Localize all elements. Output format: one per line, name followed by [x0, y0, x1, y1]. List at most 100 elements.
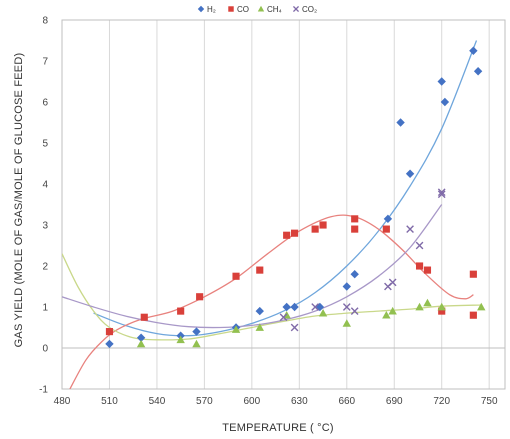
- data-point: [232, 272, 240, 280]
- x-stroke: [290, 323, 299, 332]
- data-point: [437, 188, 446, 197]
- y-tick-label: 0: [42, 344, 48, 355]
- x-tick-label: 540: [149, 396, 166, 407]
- data-point: [350, 307, 359, 315]
- plot-border: [61, 19, 506, 390]
- data-point: [477, 302, 486, 311]
- x-tick-label: 660: [338, 396, 355, 407]
- x-stroke: [311, 303, 319, 311]
- x-tick-label: 630: [291, 396, 308, 407]
- trendline: [93, 40, 478, 337]
- data-point: [351, 215, 359, 223]
- x-tick-label: 600: [244, 396, 261, 407]
- data-point: [290, 302, 299, 312]
- data-point: [469, 46, 478, 55]
- trendline-layer: [62, 40, 482, 389]
- data-point: [405, 169, 415, 178]
- data-point: [440, 97, 450, 107]
- data-point: [396, 118, 405, 127]
- marker-layer: [105, 46, 486, 349]
- x-tick-label: 510: [101, 396, 118, 407]
- data-point: [318, 308, 328, 317]
- y-tick-label: 8: [42, 16, 48, 27]
- data-point: [192, 327, 201, 336]
- x-stroke: [437, 188, 446, 197]
- data-point: [351, 225, 359, 233]
- data-point: [105, 328, 114, 336]
- y-tick-label: -1: [39, 385, 48, 396]
- data-point: [423, 298, 432, 307]
- x-tick-label: 720: [433, 396, 450, 407]
- data-point: [437, 302, 446, 311]
- data-point: [256, 266, 264, 274]
- data-point: [342, 282, 351, 291]
- data-point: [177, 307, 185, 315]
- data-point: [105, 339, 114, 349]
- data-point: [136, 339, 146, 348]
- axis-layer: 480 510 540 570 600 630 660 690 720 750 -1 0 1 2 3 4 5 6 7…: [39, 16, 506, 407]
- data-point: [192, 339, 201, 348]
- data-point: [388, 278, 397, 287]
- data-point: [415, 262, 424, 270]
- data-point: [438, 307, 446, 315]
- x-stroke: [350, 307, 359, 315]
- data-point: [388, 306, 397, 315]
- y-tick-label: 1: [42, 303, 48, 314]
- legend-marker: [228, 6, 234, 12]
- trendline: [62, 204, 443, 329]
- y-axis-title: GAS YIELD (MOLE OF GAS/MOLE OF GLUCOSE F…: [13, 53, 25, 348]
- x-tick-label: 570: [196, 396, 213, 407]
- data-point: [231, 325, 241, 333]
- data-point: [406, 225, 414, 233]
- data-point: [311, 303, 319, 311]
- y-tick-label: 5: [42, 139, 48, 150]
- data-point: [382, 225, 390, 233]
- data-point: [382, 311, 391, 319]
- legend-label: CH₄: [267, 5, 282, 14]
- x-tick-label: 480: [54, 396, 71, 407]
- x-stroke: [437, 190, 446, 199]
- data-point: [415, 241, 424, 250]
- data-point: [255, 323, 264, 331]
- data-point: [283, 231, 291, 239]
- legend: H₂ CO CH₄ CO₂: [197, 5, 317, 14]
- legend-item: CO₂: [292, 5, 317, 14]
- legend-label: CO₂: [302, 5, 317, 14]
- legend-marker: [197, 5, 205, 13]
- y-tick-label: 6: [42, 98, 48, 109]
- data-point: [423, 266, 432, 274]
- data-point: [342, 303, 351, 311]
- trendline: [69, 214, 474, 389]
- legend-item: CH₄: [257, 5, 282, 14]
- x-tick-label: 690: [386, 396, 403, 407]
- data-point: [469, 270, 477, 278]
- data-point: [282, 302, 291, 312]
- legend-marker: [257, 5, 265, 12]
- data-point: [350, 270, 359, 279]
- legend-item: H₂: [197, 5, 216, 14]
- x-tick-label: 750: [481, 396, 498, 407]
- x-stroke: [292, 5, 300, 13]
- data-point: [136, 333, 146, 342]
- data-point: [311, 225, 319, 233]
- x-stroke: [388, 278, 397, 287]
- data-point: [196, 293, 204, 301]
- y-tick-label: 7: [42, 57, 48, 68]
- data-point: [469, 311, 477, 319]
- data-point: [437, 190, 446, 199]
- y-tick-label: 4: [42, 180, 48, 191]
- legend-label: CO: [237, 5, 249, 14]
- data-point: [319, 221, 327, 229]
- x-stroke: [406, 225, 414, 233]
- grid-layer: [61, 20, 490, 389]
- data-point: [140, 313, 148, 321]
- y-tick-label: 2: [42, 262, 48, 273]
- data-point: [437, 77, 446, 86]
- legend-item: CO: [228, 5, 249, 14]
- data-point: [176, 335, 185, 344]
- x-stroke: [342, 303, 351, 311]
- y-tick-label: 3: [42, 221, 48, 232]
- x-axis-title: TEMPERATURE ( °C): [222, 422, 333, 434]
